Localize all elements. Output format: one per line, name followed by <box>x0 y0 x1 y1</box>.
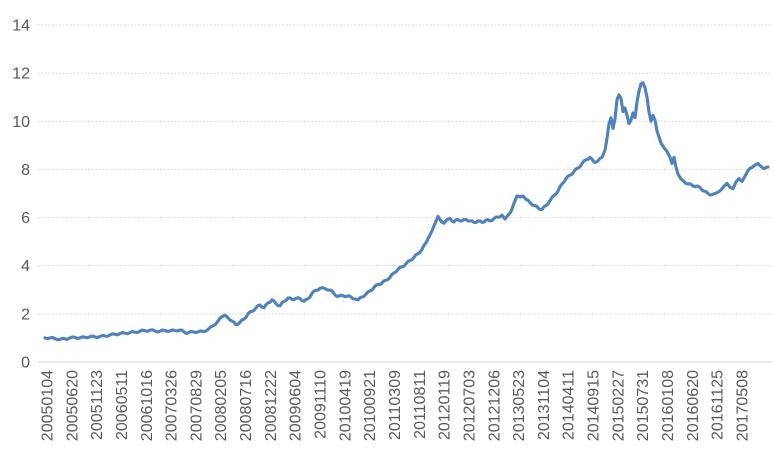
x-tick-label: 20161125 <box>710 370 727 440</box>
x-tick-label: 20081222 <box>263 370 280 441</box>
x-tick-label: 20150731 <box>635 370 652 441</box>
x-tick-label: 20051123 <box>89 370 106 440</box>
x-tick-label: 20110811 <box>412 370 429 439</box>
y-axis-tick-labels: 0 2 4 6 8 10 12 14 <box>12 18 30 372</box>
x-tick-label: 20120703 <box>461 370 478 441</box>
x-tick-label: 20140411 <box>561 370 578 440</box>
x-tick-label: 20160620 <box>685 370 702 441</box>
x-tick-label: 20140915 <box>586 370 603 441</box>
x-tick-label: 20070326 <box>164 370 181 441</box>
x-tick-label: 20150227 <box>610 370 627 441</box>
x-tick-label: 20080205 <box>213 370 230 441</box>
x-tick-label: 20160108 <box>660 370 677 441</box>
y-tick-label: 0 <box>21 355 30 372</box>
y-tick-label: 14 <box>12 18 30 35</box>
y-tick-label: 12 <box>12 66 30 83</box>
x-tick-label: 20121206 <box>486 370 503 441</box>
x-tick-label: 20090604 <box>288 370 305 441</box>
y-tick-label: 8 <box>21 162 30 179</box>
x-axis-tick-labels: 20050104 20050620 20051123 20060511 20061016… <box>40 370 752 441</box>
y-tick-label: 2 <box>21 306 30 323</box>
x-tick-label: 20131104 <box>536 370 553 440</box>
y-tick-label: 4 <box>21 258 30 275</box>
x-tick-label: 20061016 <box>139 370 156 441</box>
y-tick-label: 10 <box>12 114 30 131</box>
x-tick-label: 20091110 <box>313 370 330 439</box>
x-tick-label: 20070829 <box>188 370 205 441</box>
series-line <box>43 81 770 342</box>
x-tick-label: 20050620 <box>64 370 81 441</box>
x-tick-label: 20080716 <box>238 370 255 441</box>
x-tick-label: 20130523 <box>511 370 528 441</box>
x-tick-label: 20170508 <box>734 370 751 441</box>
y-tick-label: 6 <box>21 210 30 227</box>
x-tick-label: 20050104 <box>40 370 57 441</box>
x-tick-label: 20120119 <box>437 370 454 440</box>
gridlines <box>37 24 773 315</box>
x-tick-label: 20060511 <box>114 370 131 440</box>
data-series <box>43 81 770 342</box>
x-tick-label: 20110309 <box>387 370 404 440</box>
x-tick-label: 20100921 <box>362 370 379 441</box>
x-tick-label: 20100419 <box>337 370 354 441</box>
